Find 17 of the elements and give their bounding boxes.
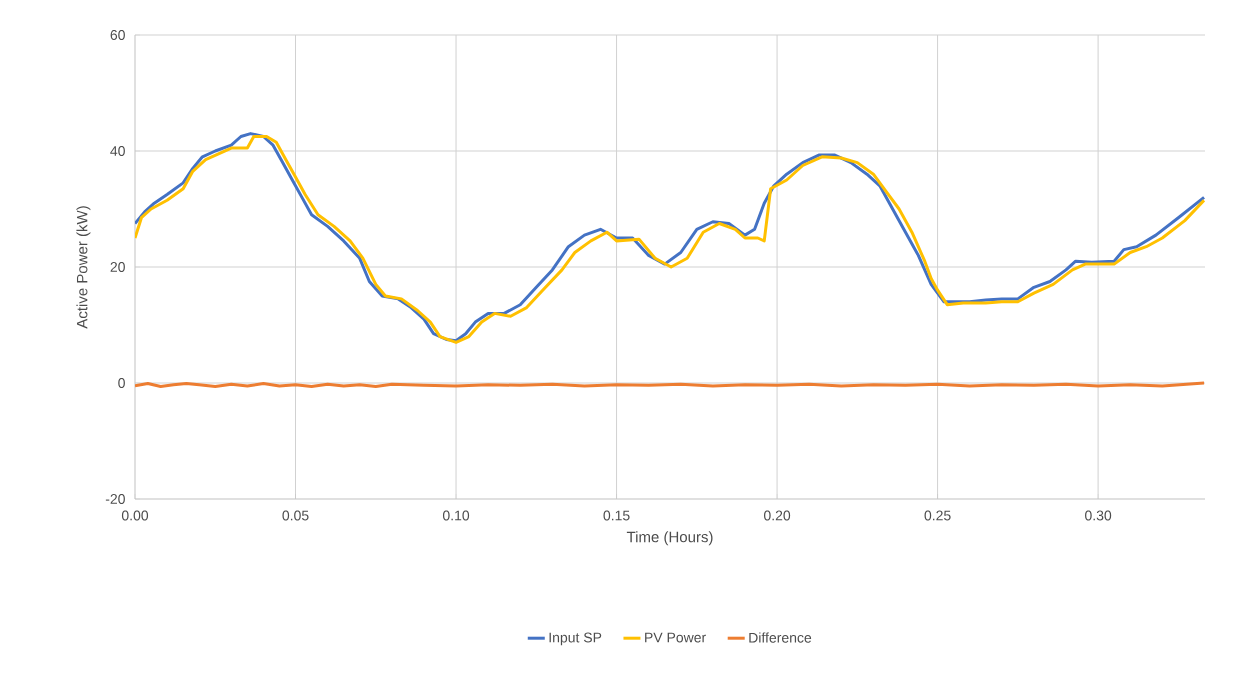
x-tick-label: 0.25 bbox=[924, 510, 951, 521]
x-tick-label: 0.05 bbox=[282, 510, 309, 521]
legend-label: PV Power bbox=[645, 632, 706, 643]
legend-label: Input SP bbox=[549, 632, 602, 646]
y-tick-label: 40 bbox=[110, 146, 125, 156]
x-tick-label: 0.10 bbox=[442, 510, 470, 521]
y-tick-label: 0 bbox=[118, 378, 125, 388]
y-axis-title: Active Power (kW) bbox=[76, 206, 91, 329]
y-tick-label: -20 bbox=[105, 494, 125, 504]
y-tick-label: 60 bbox=[110, 30, 125, 40]
x-tick-label: 0.20 bbox=[763, 510, 791, 521]
x-tick-label: 0.15 bbox=[603, 510, 630, 521]
legend-label: Difference bbox=[749, 632, 812, 643]
y-tick-label: 20 bbox=[110, 262, 125, 272]
x-tick-label: 0.00 bbox=[121, 510, 149, 521]
x-tick-label: 0.30 bbox=[1085, 510, 1112, 521]
x-axis-title: Time (Hours) bbox=[626, 531, 713, 546]
